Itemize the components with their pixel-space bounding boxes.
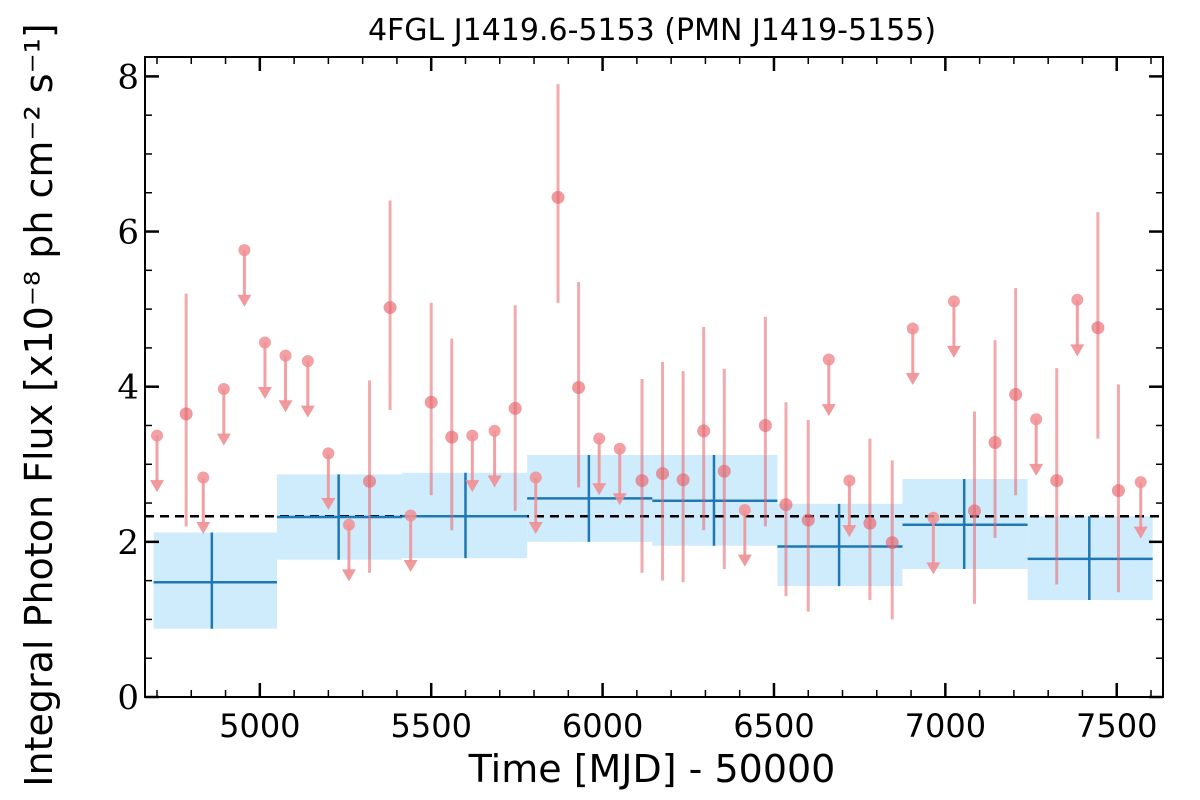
binned-flux-band xyxy=(153,532,277,629)
upper-limit-arrowhead xyxy=(237,294,252,307)
upper-limit-point xyxy=(613,442,626,455)
detection-point xyxy=(424,395,438,409)
detection-point xyxy=(676,473,690,487)
upper-limit-arrowhead xyxy=(737,554,752,567)
x-tick-label: 6000 xyxy=(562,707,643,745)
detection-point xyxy=(1050,474,1064,488)
upper-limit-arrowhead xyxy=(196,522,211,535)
upper-limit-arrowhead xyxy=(149,480,164,493)
upper-limit-arrowhead xyxy=(946,345,961,358)
y-tick-label: 8 xyxy=(117,57,139,97)
upper-limit-point xyxy=(197,471,210,484)
upper-limit-arrowhead xyxy=(528,522,543,535)
detection-point xyxy=(758,418,772,432)
upper-limit-point xyxy=(466,429,479,442)
upper-limit-arrowhead xyxy=(216,433,231,446)
y-tick-label: 2 xyxy=(117,523,139,563)
x-tick-label: 7000 xyxy=(905,707,986,745)
detection-point xyxy=(179,407,193,421)
detection-point xyxy=(1111,484,1125,498)
upper-limit-point xyxy=(238,244,251,257)
upper-limit-arrowhead xyxy=(905,373,920,386)
y-tick-label: 0 xyxy=(117,678,139,718)
y-tick-label: 6 xyxy=(117,213,139,253)
upper-limit-point xyxy=(279,349,292,362)
upper-limit-arrowhead xyxy=(341,569,356,582)
upper-limit-point xyxy=(301,355,314,368)
detection-point xyxy=(572,380,586,394)
detection-point xyxy=(779,498,793,512)
upper-limit-arrowhead xyxy=(926,562,941,575)
upper-limit-point xyxy=(322,447,335,460)
upper-limit-point xyxy=(1071,293,1084,306)
detection-point xyxy=(363,474,377,488)
upper-limit-arrowhead xyxy=(465,480,480,493)
upper-limit-point xyxy=(738,504,751,517)
axes: 5000 5500 6000 6500 7000 7500 0 2 4 6 8 xyxy=(117,56,1164,745)
x-tick-label: 7500 xyxy=(1076,707,1157,745)
upper-limit-arrowhead xyxy=(1133,526,1148,539)
upper-limit-arrowhead xyxy=(278,400,293,413)
plot-frame xyxy=(144,56,1164,698)
detection-point xyxy=(551,190,565,204)
upper-limit-arrowhead xyxy=(592,483,607,496)
detection-point xyxy=(1009,387,1023,401)
upper-limit-point xyxy=(1030,413,1043,426)
upper-limit-arrowhead xyxy=(821,404,836,417)
upper-limit-point xyxy=(843,474,856,487)
upper-limit-point xyxy=(906,322,919,335)
upper-limit-point xyxy=(1134,476,1147,489)
detection-point xyxy=(635,474,649,488)
upper-limit-point xyxy=(217,383,230,396)
upper-limit-point xyxy=(927,511,940,524)
x-axis-label: Time [MJD] - 50000 xyxy=(468,747,836,791)
detection-point xyxy=(508,401,522,415)
detection-point xyxy=(445,430,459,444)
detection-point xyxy=(656,467,670,481)
detection-point xyxy=(988,436,1002,450)
upper-limit-point xyxy=(404,509,417,522)
detection-point xyxy=(1091,321,1105,335)
upper-limit-arrowhead xyxy=(842,525,857,538)
upper-limit-point xyxy=(947,295,960,308)
x-tick-label: 6500 xyxy=(733,707,814,745)
upper-limit-arrowhead xyxy=(257,387,272,400)
upper-limit-arrowhead xyxy=(403,560,418,573)
detection-point xyxy=(697,424,711,438)
upper-limit-arrowhead xyxy=(612,493,627,506)
x-tick-label: 5000 xyxy=(219,707,300,745)
upper-limit-point xyxy=(488,424,501,437)
y-tick-label: 4 xyxy=(117,368,139,408)
detection-point xyxy=(801,513,815,527)
detection-point xyxy=(967,504,981,518)
upper-limit-point xyxy=(342,518,355,531)
chart-title: 4FGL J1419.6-5153 (PMN J1419-5155) xyxy=(368,13,936,48)
plot-area xyxy=(145,84,1163,629)
detection-point xyxy=(885,536,899,550)
detection-point xyxy=(717,464,731,478)
upper-limit-arrowhead xyxy=(321,497,336,510)
upper-limit-arrowhead xyxy=(487,475,502,488)
detection-point xyxy=(383,301,397,315)
upper-limit-point xyxy=(529,471,542,484)
upper-limit-point xyxy=(822,353,835,366)
upper-limit-point xyxy=(593,432,606,445)
upper-limit-point xyxy=(258,336,271,349)
y-axis-label: Integral Photon Flux [x10⁻⁸ ph cm⁻² s⁻¹] xyxy=(17,23,61,786)
upper-limit-point xyxy=(150,429,163,442)
upper-limit-arrowhead xyxy=(300,405,315,418)
upper-limit-arrowhead xyxy=(1070,344,1085,357)
x-tick-label: 5500 xyxy=(390,707,471,745)
upper-limit-arrowhead xyxy=(1029,463,1044,476)
detection-point xyxy=(863,516,877,530)
